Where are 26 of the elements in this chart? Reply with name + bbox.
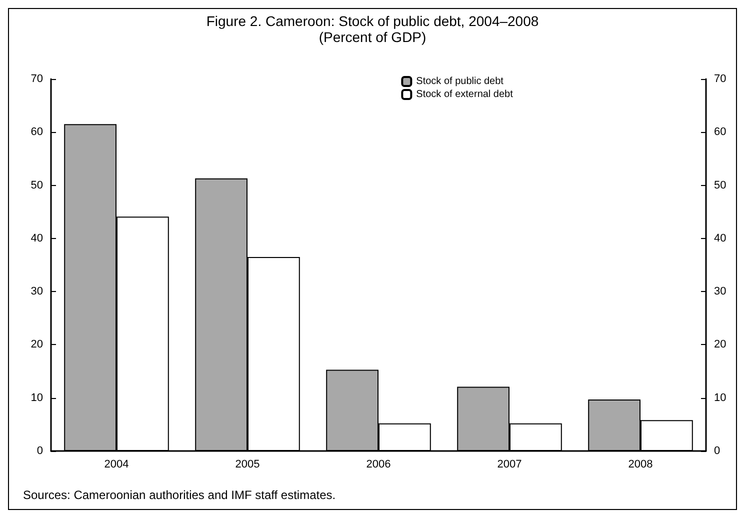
y2-tick-label: 10 [714, 392, 726, 404]
chart-title: Figure 2. Cameroon: Stock of public debt, 2004–2008 [206, 13, 539, 29]
x-tick-label: 2008 [628, 458, 653, 470]
y2-tick-label: 60 [714, 126, 726, 138]
y2-tick-label: 50 [714, 179, 726, 192]
y-tick-label: 0 [36, 445, 43, 457]
y-tick-label: 70 [30, 73, 43, 85]
y-tick-label: 50 [30, 179, 43, 192]
y-tick-label: 20 [30, 338, 43, 351]
y-tick-label: 40 [30, 232, 43, 244]
y2-tick-label: 40 [714, 232, 726, 244]
source-note: Sources: Cameroonian authorities and IMF staff estimates. [23, 488, 336, 502]
y-tick-label: 10 [30, 392, 43, 404]
legend-label: Stock of public debt [416, 76, 504, 87]
y2-tick-label: 0 [714, 445, 720, 457]
y2-tick-label: 20 [714, 338, 726, 351]
x-tick-label: 2004 [104, 458, 129, 470]
chart-subtitle: (Percent of GDP) [318, 29, 426, 45]
y2-tick-label: 30 [714, 286, 726, 298]
y2-tick-label: 70 [714, 73, 726, 85]
legend-label: Stock of external debt [416, 89, 514, 100]
x-tick-label: 2007 [497, 458, 522, 470]
y-tick-label: 30 [30, 286, 43, 298]
x-tick-label: 2005 [235, 458, 260, 470]
x-tick-label: 2006 [366, 458, 391, 470]
y-tick-label: 60 [30, 126, 43, 138]
